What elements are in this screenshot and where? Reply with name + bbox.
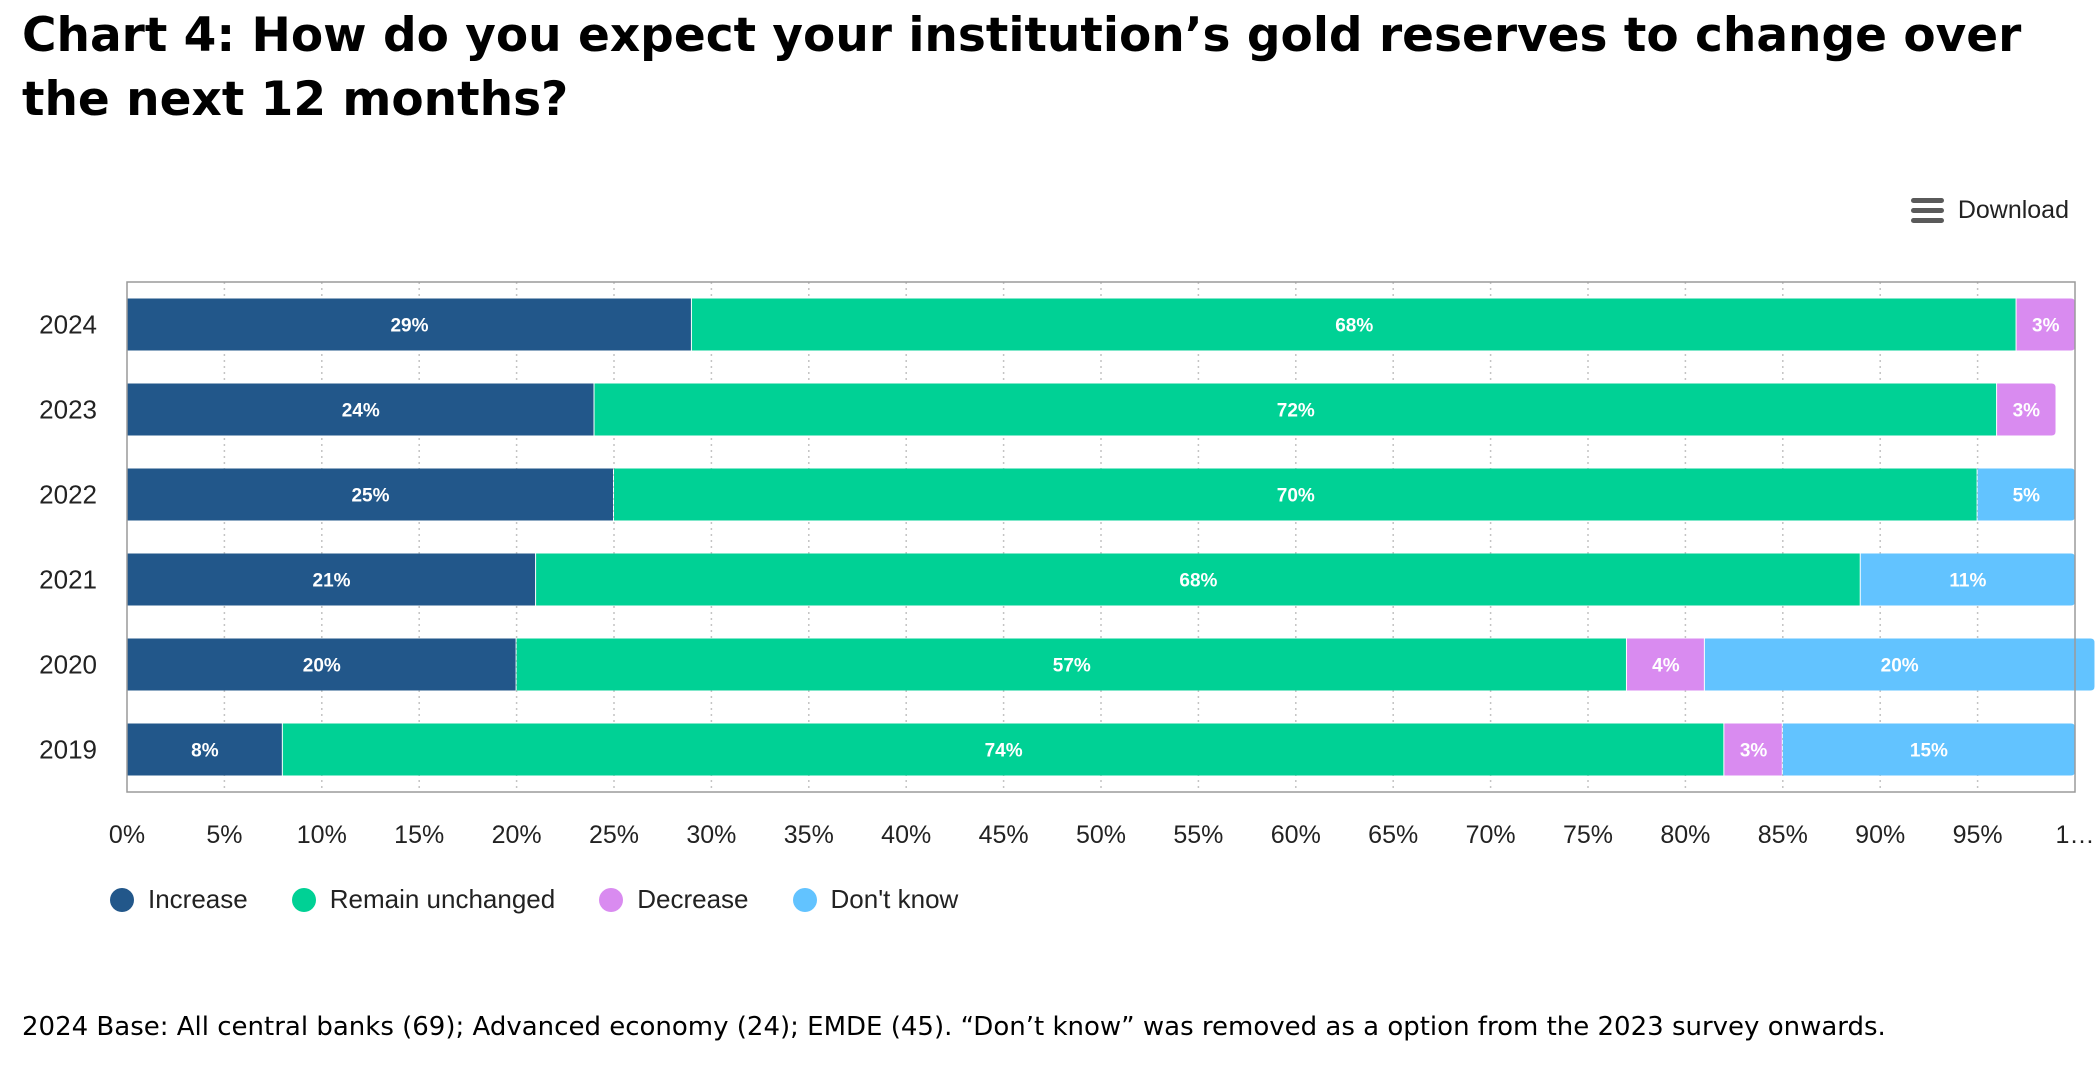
category-label: 2020	[39, 650, 97, 680]
legend-label: Decrease	[637, 884, 749, 914]
bar-decrease	[1724, 723, 1782, 776]
x-tick-label: 15%	[394, 821, 444, 849]
footnote: 2024 Base: All central banks (69); Advan…	[22, 1012, 1886, 1042]
data-label: 3%	[2013, 401, 2041, 422]
x-tick-label: 85%	[1758, 821, 1808, 849]
data-label: 3%	[2032, 316, 2060, 337]
legend-swatch	[599, 887, 624, 912]
data-label: 15%	[1910, 741, 1948, 762]
download-button[interactable]: Download	[1910, 192, 2069, 228]
bar-decrease	[2016, 298, 2075, 351]
x-tick-label: 80%	[1660, 821, 1710, 849]
legend-item-don-t-know[interactable]: Don't know	[792, 884, 959, 915]
legend-item-decrease[interactable]: Decrease	[599, 884, 749, 915]
legend-label: Remain unchanged	[329, 884, 556, 914]
data-label: 57%	[1053, 656, 1091, 677]
bar-don-t-know	[1782, 723, 2075, 776]
bar-increase	[127, 723, 282, 776]
bar-don-t-know	[1977, 468, 2075, 521]
x-tick-label: 40%	[881, 821, 931, 849]
plot-frame	[126, 281, 2076, 793]
legend-swatch	[291, 887, 316, 912]
data-label: 20%	[303, 656, 341, 677]
legend-swatch	[110, 887, 134, 912]
bar-decrease	[1997, 383, 2056, 436]
bar-decrease	[1626, 638, 1704, 691]
category-label: 2024	[39, 310, 97, 340]
x-tick-label: 5%	[206, 821, 242, 849]
data-label: 8%	[191, 741, 219, 762]
bar-don-t-know	[1704, 638, 2095, 691]
download-label: Download	[1957, 195, 2069, 224]
legend-item-remain-unchanged[interactable]: Remain unchanged	[291, 884, 556, 915]
bar-remain-unchanged	[516, 638, 1626, 691]
data-label: 68%	[1335, 316, 1373, 337]
legend-swatch	[792, 887, 817, 912]
bar-increase	[127, 553, 536, 606]
bars	[127, 298, 2095, 776]
bar-remain-unchanged	[691, 298, 2016, 351]
axes: 0% 5% 10% 15% 20% 25% 30% 35% 40% 45% 50% 55% 60% 65%…	[39, 281, 2095, 849]
data-label: 4%	[1652, 656, 1680, 677]
x-tick-label: 30%	[686, 821, 736, 849]
chart-title: Chart 4: How do you expect your institut…	[22, 8, 2022, 127]
x-tick-label: 45%	[979, 821, 1029, 849]
data-label: 5%	[2013, 486, 2041, 507]
legend: Increase Remain unchanged Decrease Don't kn…	[110, 884, 958, 915]
category-label: 2021	[39, 565, 97, 595]
bar-increase	[127, 638, 516, 691]
x-tick-label: 55%	[1173, 821, 1223, 849]
x-tick-label: 65%	[1368, 821, 1418, 849]
grid-lines	[223, 282, 1979, 792]
x-tick-label: 35%	[784, 821, 834, 849]
menu-icon	[1910, 197, 1944, 223]
bar-remain-unchanged	[536, 553, 1860, 606]
x-tick-label: 1…	[2056, 821, 2095, 849]
legend-label: Don't know	[830, 884, 959, 914]
x-tick-label: 0%	[109, 821, 145, 849]
bar-increase	[127, 298, 691, 351]
x-tick-label: 95%	[1953, 821, 2003, 849]
data-label: 3%	[1740, 741, 1768, 762]
x-tick-label: 25%	[589, 821, 639, 849]
bar-increase	[127, 468, 613, 521]
x-tick-label: 90%	[1855, 821, 1905, 849]
x-tick-label: 20%	[492, 821, 542, 849]
data-label: 20%	[1881, 656, 1919, 677]
data-label: 74%	[985, 741, 1023, 762]
x-tick-label: 75%	[1563, 821, 1613, 849]
data-label: 24%	[342, 401, 380, 422]
legend-item-increase[interactable]: Increase	[110, 884, 248, 915]
x-tick-label: 60%	[1271, 821, 1321, 849]
bar-remain-unchanged	[594, 383, 1997, 436]
data-label: 70%	[1277, 486, 1315, 507]
data-labels: 29% 68% 3% 24% 72% 3% 25% 70% 5% 21% 68% 11% 20% 57% 4…	[191, 316, 2059, 762]
data-label: 29%	[390, 316, 428, 337]
bar-increase	[127, 383, 594, 436]
data-label: 68%	[1179, 571, 1217, 592]
category-label: 2019	[39, 735, 97, 765]
category-label: 2022	[39, 480, 97, 510]
data-label: 25%	[351, 486, 389, 507]
data-label: 72%	[1277, 401, 1315, 422]
x-tick-label: 10%	[297, 821, 347, 849]
category-label: 2023	[39, 395, 97, 425]
data-label: 11%	[1949, 571, 1986, 592]
bar-don-t-know	[1860, 553, 2075, 606]
legend-label: Increase	[148, 884, 248, 914]
bar-remain-unchanged	[282, 723, 1724, 776]
x-tick-label: 50%	[1076, 821, 1126, 849]
bar-remain-unchanged	[614, 468, 1977, 521]
x-tick-label: 70%	[1466, 821, 1516, 849]
data-label: 21%	[313, 571, 351, 592]
